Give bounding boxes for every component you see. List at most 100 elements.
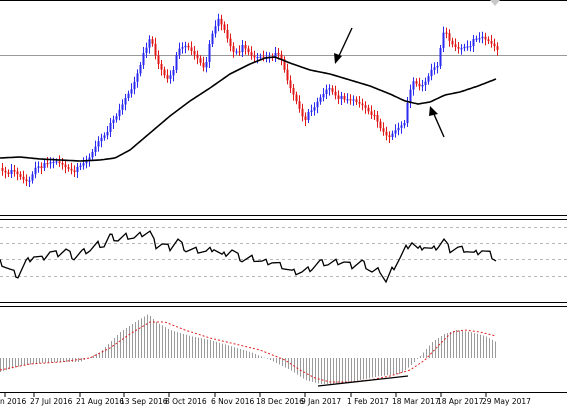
- candle: [253, 50, 256, 63]
- candle: [223, 21, 226, 33]
- candle: [34, 161, 37, 179]
- time-label-11: 29 May 2017: [482, 397, 531, 406]
- candle: [322, 88, 325, 102]
- candle: [106, 126, 109, 140]
- candle: [421, 80, 424, 92]
- candle: [436, 62, 439, 74]
- candle: [424, 77, 427, 91]
- time-label-4: 8 Oct 2016: [165, 397, 207, 406]
- candle: [112, 115, 115, 129]
- candle: [172, 66, 175, 82]
- candle: [433, 62, 436, 75]
- candle: [211, 30, 214, 47]
- candle: [145, 42, 148, 58]
- candle: [73, 165, 76, 177]
- candle: [70, 162, 73, 175]
- candle: [148, 35, 151, 54]
- macd-signal-line: [0, 321, 497, 383]
- candle: [91, 149, 94, 161]
- time-label-8: 1 Feb 2017: [347, 397, 389, 406]
- oscillator-pane[interactable]: [0, 227, 567, 284]
- candle: [175, 52, 178, 73]
- candle: [475, 35, 478, 42]
- candle: [469, 41, 472, 52]
- candle: [439, 45, 442, 69]
- candle: [208, 40, 211, 68]
- candle: [229, 33, 232, 52]
- candle: [13, 165, 16, 177]
- candle: [367, 104, 370, 115]
- candle: [187, 42, 190, 51]
- candle: [409, 84, 412, 108]
- divergence-trendline: [317, 375, 409, 387]
- candle: [397, 122, 400, 136]
- candle: [10, 164, 13, 178]
- candle: [328, 84, 331, 96]
- candle: [181, 42, 184, 54]
- candle: [460, 44, 463, 55]
- current-price-marker-icon: [490, 0, 500, 6]
- candle: [457, 42, 460, 54]
- candle: [220, 14, 223, 31]
- candle: [4, 166, 7, 179]
- candle: [76, 163, 79, 178]
- candle: [118, 103, 121, 121]
- candle: [124, 94, 127, 111]
- candle: [346, 93, 349, 104]
- macd-pane[interactable]: [0, 314, 497, 387]
- candle: [382, 122, 385, 136]
- candle: [496, 42, 499, 56]
- candle: [490, 35, 493, 48]
- candle: [217, 13, 220, 32]
- candle: [478, 32, 481, 43]
- candle: [448, 29, 451, 47]
- candle: [379, 118, 382, 132]
- candle: [403, 120, 406, 129]
- candle: [19, 171, 22, 180]
- candle: [283, 56, 286, 73]
- candle: [178, 42, 181, 59]
- candle: [301, 103, 304, 122]
- candle: [337, 90, 340, 104]
- candle: [334, 85, 337, 100]
- time-label-2: 21 Aug 2016: [76, 397, 124, 406]
- candle: [199, 55, 202, 66]
- candle: [37, 161, 40, 173]
- candle: [466, 40, 469, 51]
- candle: [67, 164, 70, 172]
- candle: [244, 41, 247, 55]
- candle: [226, 24, 229, 43]
- candle: [205, 57, 208, 73]
- time-label-1: 27 Jul 2016: [30, 397, 73, 406]
- candle: [97, 136, 100, 152]
- candle: [493, 38, 496, 52]
- candle: [358, 96, 361, 108]
- arrow-down-ma-cross: [334, 27, 353, 64]
- candle: [394, 124, 397, 138]
- candle: [64, 160, 67, 174]
- candle: [343, 93, 346, 103]
- candle: [412, 77, 415, 96]
- candle: [193, 46, 196, 60]
- candle: [94, 140, 97, 156]
- price-pane[interactable]: [0, 0, 567, 187]
- candle: [298, 95, 301, 113]
- time-label-3: 13 Sep 2016: [120, 397, 168, 406]
- candle: [31, 171, 34, 184]
- candle: [484, 32, 487, 46]
- candle: [127, 90, 130, 101]
- candle: [40, 162, 43, 174]
- candle: [238, 45, 241, 56]
- candle: [364, 101, 367, 114]
- time-axis: n 2016 27 Jul 2016 21 Aug 2016 13 Sep 20…: [0, 393, 531, 406]
- candle: [190, 41, 193, 55]
- candle: [130, 83, 133, 98]
- candle: [121, 99, 124, 115]
- candle: [7, 169, 10, 177]
- candle: [487, 36, 490, 44]
- candle: [295, 91, 298, 105]
- time-label-6: 18 Dec 2016: [256, 397, 304, 406]
- candle: [214, 20, 217, 38]
